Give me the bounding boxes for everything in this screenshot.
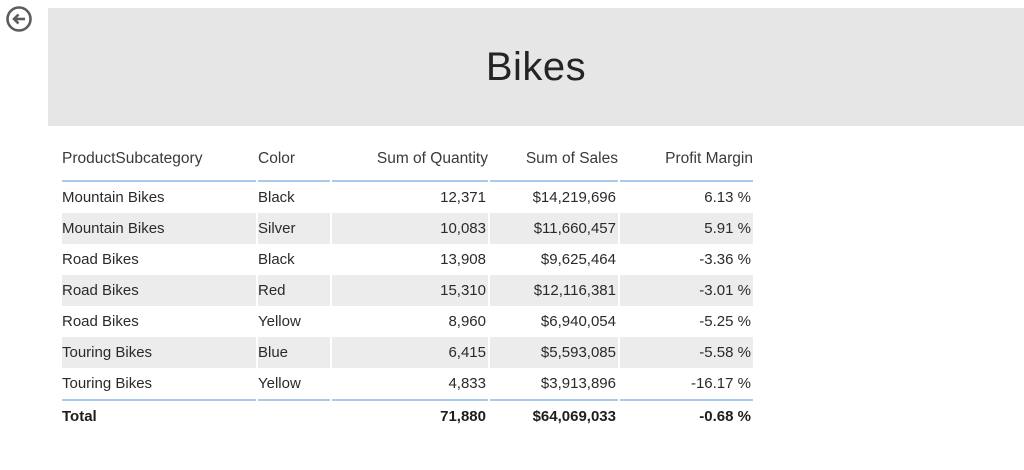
table-row: Touring Bikes Yellow 4,833 $3,913,896 -1… [62, 368, 753, 399]
total-profit-margin: -0.68 % [620, 399, 753, 432]
cell-quantity: 10,083 [332, 213, 488, 244]
cell-profit-margin: -5.25 % [699, 313, 751, 330]
cell-subcategory: Road Bikes [62, 251, 139, 268]
cell-subcategory: Touring Bikes [62, 375, 153, 392]
cell-sales: $6,940,054 [540, 313, 616, 330]
column-header-profit-margin[interactable]: Profit Margin [620, 140, 753, 182]
cell-color: Black [258, 189, 295, 206]
cell-profit-margin: -5.58 % [620, 337, 753, 368]
table-row: Road Bikes Yellow 8,960 $6,940,054 -5.25… [62, 306, 753, 337]
table-row: Road Bikes Red 15,310 $12,116,381 -3.01 … [62, 275, 753, 306]
table-visual: ProductSubcategory Color Sum of Quantity… [60, 140, 755, 432]
cell-subcategory: Road Bikes [62, 275, 256, 306]
title-banner: Bikes [48, 8, 1024, 126]
table-row: Road Bikes Black 13,908 $9,625,464 -3.36… [62, 244, 753, 275]
arrow-left-circle-icon [5, 6, 33, 36]
cell-color: Yellow [258, 375, 301, 392]
cell-subcategory: Touring Bikes [62, 337, 256, 368]
column-header-productsubcategory[interactable]: ProductSubcategory [62, 140, 256, 182]
table-total-row: Total 71,880 $64,069,033 -0.68 % [62, 399, 753, 432]
cell-sales: $3,913,896 [540, 375, 616, 392]
total-color [258, 399, 330, 432]
table-row: Mountain Bikes Black 12,371 $14,219,696 … [62, 182, 753, 213]
total-sales: $64,069,033 [490, 399, 618, 432]
cell-profit-margin: -3.36 % [699, 251, 751, 268]
total-quantity: 71,880 [332, 399, 488, 432]
column-header-color[interactable]: Color [258, 140, 330, 182]
cell-quantity: 13,908 [440, 251, 486, 268]
cell-quantity: 15,310 [332, 275, 488, 306]
cell-color: Yellow [258, 313, 301, 330]
cell-quantity: 6,415 [332, 337, 488, 368]
page-title: Bikes [485, 44, 587, 89]
cell-sales: $5,593,085 [490, 337, 618, 368]
cell-color: Silver [258, 213, 330, 244]
cell-profit-margin: -3.01 % [620, 275, 753, 306]
cell-quantity: 8,960 [448, 313, 486, 330]
cell-profit-margin: 5.91 % [620, 213, 753, 244]
cell-profit-margin: -16.17 % [690, 375, 751, 392]
cell-profit-margin: 6.13 % [704, 189, 751, 206]
cell-sales: $12,116,381 [490, 275, 618, 306]
cell-subcategory: Road Bikes [62, 313, 139, 330]
table-row: Mountain Bikes Silver 10,083 $11,660,457… [62, 213, 753, 244]
bikes-table: ProductSubcategory Color Sum of Quantity… [60, 140, 755, 432]
cell-subcategory: Mountain Bikes [62, 189, 165, 206]
cell-sales: $11,660,457 [490, 213, 618, 244]
cell-quantity: 4,833 [448, 375, 486, 392]
column-header-sum-of-quantity[interactable]: Sum of Quantity [332, 140, 488, 182]
cell-sales: $9,625,464 [540, 251, 616, 268]
table-row: Touring Bikes Blue 6,415 $5,593,085 -5.5… [62, 337, 753, 368]
cell-color: Blue [258, 337, 330, 368]
cell-quantity: 12,371 [440, 189, 486, 206]
back-button[interactable] [5, 5, 33, 33]
total-label: Total [62, 399, 256, 432]
column-header-sum-of-sales[interactable]: Sum of Sales [490, 140, 618, 182]
cell-sales: $14,219,696 [532, 189, 616, 206]
table-header-row: ProductSubcategory Color Sum of Quantity… [62, 140, 753, 182]
cell-color: Red [258, 275, 330, 306]
cell-subcategory: Mountain Bikes [62, 213, 256, 244]
cell-color: Black [258, 251, 295, 268]
